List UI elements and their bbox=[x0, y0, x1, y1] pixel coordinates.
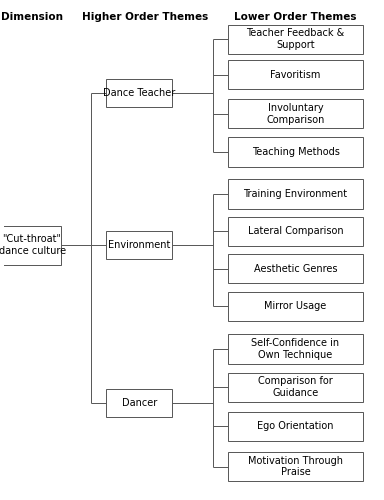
Text: Environment: Environment bbox=[108, 240, 170, 250]
Text: Dancer: Dancer bbox=[122, 398, 157, 408]
FancyBboxPatch shape bbox=[106, 79, 172, 108]
FancyBboxPatch shape bbox=[228, 216, 363, 246]
Text: Teaching Methods: Teaching Methods bbox=[252, 147, 339, 157]
Text: Lower Order Themes: Lower Order Themes bbox=[234, 12, 357, 22]
Text: Higher Order Themes: Higher Order Themes bbox=[82, 12, 208, 22]
FancyBboxPatch shape bbox=[228, 254, 363, 284]
FancyBboxPatch shape bbox=[228, 372, 363, 402]
FancyBboxPatch shape bbox=[228, 99, 363, 128]
Text: Training Environment: Training Environment bbox=[243, 189, 348, 199]
FancyBboxPatch shape bbox=[228, 334, 363, 364]
FancyBboxPatch shape bbox=[228, 412, 363, 441]
Text: Ego Orientation: Ego Orientation bbox=[257, 422, 334, 432]
Text: Dimension: Dimension bbox=[1, 12, 63, 22]
Text: Lateral Comparison: Lateral Comparison bbox=[248, 226, 343, 236]
Text: Aesthetic Genres: Aesthetic Genres bbox=[254, 264, 337, 274]
Text: Teacher Feedback &
Support: Teacher Feedback & Support bbox=[247, 28, 344, 50]
FancyBboxPatch shape bbox=[106, 388, 172, 417]
FancyBboxPatch shape bbox=[228, 292, 363, 321]
Text: Comparison for
Guidance: Comparison for Guidance bbox=[258, 376, 333, 398]
FancyBboxPatch shape bbox=[3, 226, 61, 264]
Text: Involuntary
Comparison: Involuntary Comparison bbox=[266, 103, 325, 124]
FancyBboxPatch shape bbox=[228, 24, 363, 54]
FancyBboxPatch shape bbox=[106, 231, 172, 260]
FancyBboxPatch shape bbox=[228, 452, 363, 482]
Text: Favoritism: Favoritism bbox=[270, 70, 321, 80]
Text: Motivation Through
Praise: Motivation Through Praise bbox=[248, 456, 343, 477]
Text: Dance Teacher: Dance Teacher bbox=[103, 88, 175, 98]
Text: "Cut-throat"
dance culture: "Cut-throat" dance culture bbox=[0, 234, 66, 256]
Text: Mirror Usage: Mirror Usage bbox=[264, 302, 327, 312]
FancyBboxPatch shape bbox=[228, 138, 363, 166]
FancyBboxPatch shape bbox=[228, 180, 363, 209]
Text: Self-Confidence in
Own Technique: Self-Confidence in Own Technique bbox=[252, 338, 339, 360]
FancyBboxPatch shape bbox=[228, 60, 363, 90]
